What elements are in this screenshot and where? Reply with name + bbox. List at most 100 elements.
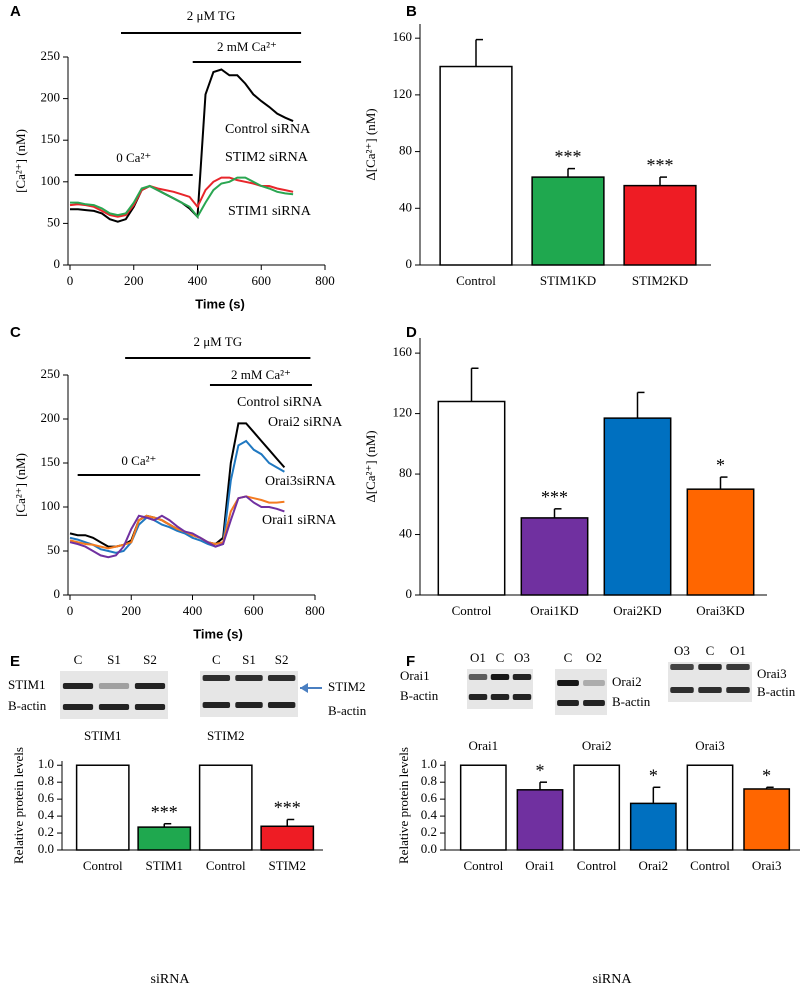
line-series	[69, 495, 285, 550]
y-tick-label: 0.0	[421, 841, 437, 856]
group-label: STIM1	[84, 728, 122, 743]
y-tick-label: 160	[393, 344, 413, 359]
y-tick-label: 100	[41, 498, 61, 513]
lane-label: C	[496, 650, 505, 665]
y-tick-label: 80	[399, 465, 412, 480]
y-tick-label: 50	[47, 214, 60, 229]
y-tick-label: 40	[399, 199, 412, 214]
lane-label: C	[212, 652, 221, 667]
bar	[75, 764, 130, 851]
x-tick-label: Control	[463, 858, 503, 873]
row-label: B-actin	[8, 698, 47, 713]
y-tick-label: 250	[41, 366, 61, 381]
bar	[516, 789, 564, 851]
panel-letter: D	[406, 324, 417, 341]
significance: ***	[541, 487, 568, 507]
blot-band	[98, 704, 130, 710]
blot-band	[468, 694, 488, 700]
row-label: STIM2	[328, 679, 366, 694]
x-tick-label: Control	[206, 858, 246, 873]
lane-label: O1	[470, 650, 486, 665]
y-tick-label: 50	[47, 542, 60, 557]
significance: *	[716, 455, 725, 475]
lane-label: S1	[242, 652, 256, 667]
series-label: Orai3siRNA	[265, 474, 337, 489]
series-label: Control siRNA	[225, 122, 311, 137]
lane-label: S2	[143, 652, 157, 667]
bar	[573, 764, 621, 851]
significance: *	[536, 760, 545, 780]
blot-band	[134, 683, 166, 689]
panel-letter: A	[10, 3, 21, 20]
lane-label: O3	[514, 650, 530, 665]
significance: ***	[274, 798, 301, 818]
x-tick-label: 400	[183, 603, 203, 618]
row-label: Orai1	[400, 668, 430, 683]
blot-band	[235, 702, 263, 708]
lane-label: S2	[275, 652, 289, 667]
panel-letter: F	[406, 653, 415, 670]
x-tick-label: 600	[252, 273, 272, 288]
x-tick-label: 600	[244, 603, 264, 618]
y-tick-label: 120	[393, 86, 413, 101]
blot-background	[555, 669, 607, 715]
x-tick-label: 0	[67, 273, 74, 288]
series-label: STIM1 siRNA	[228, 204, 312, 219]
blot-band	[557, 680, 579, 686]
x-tick-label: Control	[577, 858, 617, 873]
blot-band	[670, 687, 694, 693]
y-tick-label: 0.4	[421, 807, 438, 822]
x-tick-label: Orai3	[752, 858, 782, 873]
y-axis-label: Δ[Ca²⁺] (nM)	[363, 430, 378, 502]
row-label: B-actin	[400, 688, 439, 703]
blot-band	[726, 687, 750, 693]
y-tick-label: 0	[406, 586, 413, 601]
row-label: B-actin	[612, 694, 651, 709]
lane-label: S1	[107, 652, 121, 667]
x-axis-label: siRNA	[593, 972, 633, 987]
bar	[686, 764, 734, 851]
blot-band	[98, 683, 130, 689]
significance: ***	[647, 155, 674, 175]
y-tick-label: 0.2	[421, 824, 437, 839]
y-tick-label: 150	[41, 454, 61, 469]
series-label: STIM2 siRNA	[225, 150, 309, 165]
y-tick-label: 250	[41, 48, 61, 63]
blot-band	[490, 674, 510, 680]
blot-band	[512, 694, 532, 700]
bar	[743, 788, 791, 851]
panel-letter: E	[10, 653, 20, 670]
y-tick-label: 80	[399, 143, 412, 158]
blot-band	[726, 664, 750, 670]
y-tick-label: 100	[41, 173, 61, 188]
significance: *	[762, 765, 771, 785]
annotation: 2 mM Ca²⁺	[217, 39, 277, 54]
bar	[603, 417, 672, 596]
x-tick-label: Orai3KD	[696, 603, 744, 618]
annotation: 2 μM TG	[187, 8, 236, 23]
annotation: 0 Ca²⁺	[116, 150, 151, 165]
y-tick-label: 40	[399, 526, 412, 541]
x-tick-label: Orai1	[525, 858, 555, 873]
blot-band	[267, 702, 296, 708]
group-label: Orai3	[695, 738, 725, 753]
y-axis-label: [Ca²⁺] (nM)	[13, 129, 28, 193]
y-tick-label: 0.8	[421, 773, 437, 788]
y-tick-label: 0.6	[38, 790, 55, 805]
y-tick-label: 1.0	[421, 756, 437, 771]
x-tick-label: 800	[315, 273, 335, 288]
group-label: STIM2	[207, 728, 245, 743]
blot-band	[235, 675, 263, 681]
x-tick-label: 200	[124, 273, 144, 288]
x-tick-label: Control	[83, 858, 123, 873]
annotation: 0 Ca²⁺	[121, 453, 156, 468]
y-tick-label: 200	[41, 410, 61, 425]
x-tick-label: Orai1KD	[530, 603, 578, 618]
y-tick-label: 160	[393, 29, 413, 44]
blot-band	[202, 675, 231, 681]
row-label: B-actin	[757, 684, 796, 699]
x-tick-label: Orai2KD	[613, 603, 661, 618]
bar	[686, 488, 755, 596]
x-axis-label: siRNA	[151, 972, 191, 987]
x-tick-label: Control	[452, 603, 492, 618]
